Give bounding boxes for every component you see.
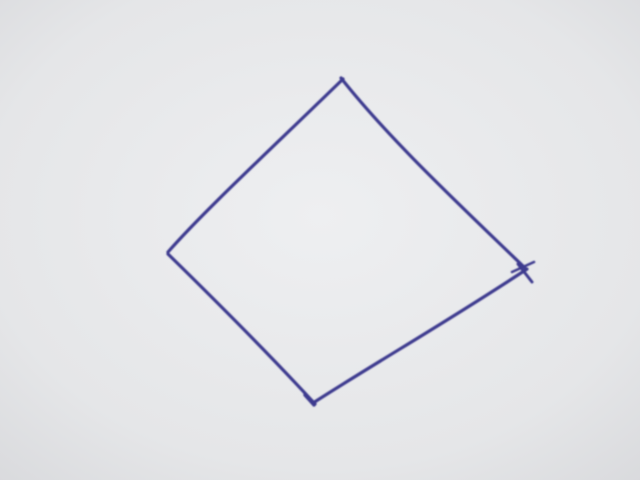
corner-tick-right-cross [510, 260, 536, 274]
edge-top-right [339, 76, 527, 270]
corner-mark-bottom [303, 393, 316, 407]
quadrilateral-shape [166, 76, 536, 407]
edge-bottom-left [166, 252, 317, 406]
edge-bottom-right [311, 267, 529, 405]
edge-top-left [166, 77, 345, 254]
